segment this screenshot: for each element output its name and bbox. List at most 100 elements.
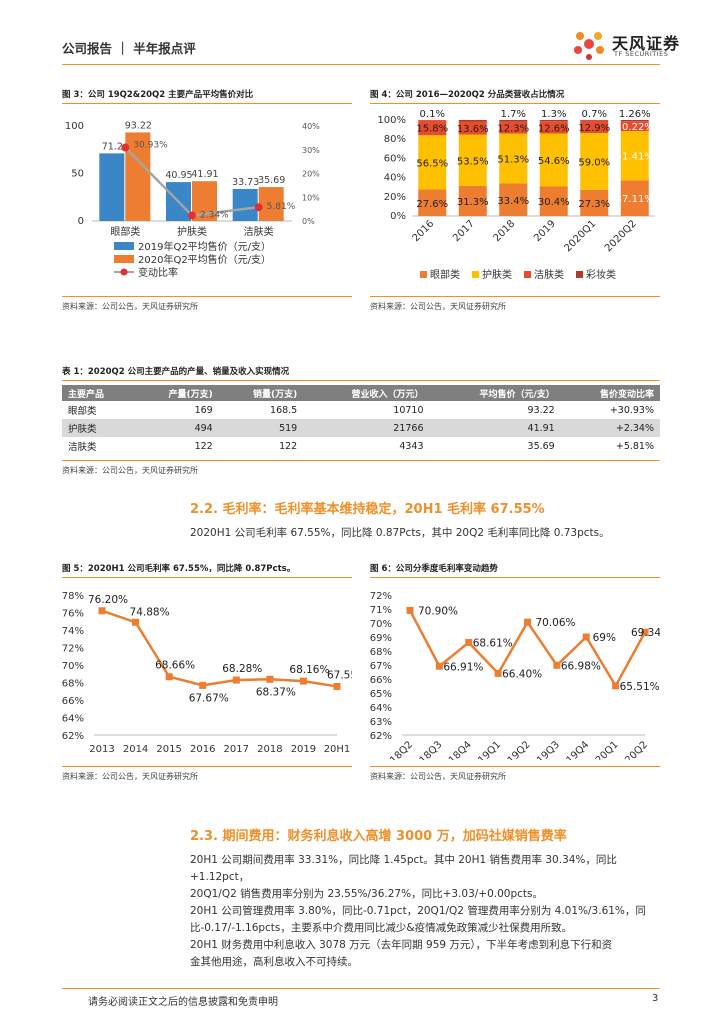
x-tick-label: 18Q3 xyxy=(418,739,445,760)
table-cell: 494 xyxy=(134,419,219,437)
table-header-cell: 营业收入（万元） xyxy=(303,385,430,401)
section-2-3-body: 20H1 公司期间费用率 33.31%，同比降 1.45pct。其中 20H1 … xyxy=(190,852,670,971)
legend-swatch xyxy=(420,271,427,278)
section-2-3-line: 20H1 财务费用中利息收入 3078 万元（去年同期 959 万元），下半年考… xyxy=(190,939,613,951)
stacked-bar-segment xyxy=(458,120,487,122)
fig6-chart: 62% 63% 64% 65% 66% 67% 68% 69% 70% 71% 72% 70.90% 1… xyxy=(370,591,660,760)
legend-label: 洁肤类 xyxy=(534,268,564,281)
table-cell: 护肤类 xyxy=(62,419,135,437)
change-rate-label: 5.81% xyxy=(267,202,296,212)
footer-divider xyxy=(62,988,660,989)
table-cell: 41.91 xyxy=(429,419,561,437)
stacked-bar-segment xyxy=(499,121,528,134)
fig4-source: 资料来源：公司公告，天风证券研究所 xyxy=(370,302,506,311)
segment-label: 30.4% xyxy=(538,197,570,208)
data-marker xyxy=(98,607,106,615)
y-tick-label: 68% xyxy=(370,647,392,658)
segment-label: 56.5% xyxy=(416,158,448,169)
x-tick-label: 眼部类 xyxy=(110,225,140,238)
stacked-bar-segment xyxy=(418,120,447,136)
table-header-cell: 售价变动比率 xyxy=(560,385,660,401)
segment-label: 1.7% xyxy=(501,109,526,120)
legend-label: 变动比率 xyxy=(138,266,178,279)
data-marker xyxy=(641,628,649,636)
x-tick-label: 2020Q2 xyxy=(603,218,639,254)
segment-label: 37.11% xyxy=(616,194,654,205)
stacked-bar-segment xyxy=(499,183,528,216)
stacked-bar-segment xyxy=(580,120,609,134)
change-rate-label: 30.93% xyxy=(133,141,168,151)
y-tick-label: 63% xyxy=(370,717,392,728)
stacked-bar-segment xyxy=(539,121,568,134)
fig3-source: 资料来源：公司公告，天风证券研究所 xyxy=(62,302,198,311)
x-tick-label: 19Q2 xyxy=(506,739,533,760)
segment-label: 0.7% xyxy=(582,109,607,120)
y-tick-label: 60% xyxy=(384,153,406,164)
fig5-top-rule xyxy=(62,577,352,578)
y-tick-label: 62% xyxy=(370,731,392,742)
data-label: 68.28% xyxy=(222,663,262,675)
x-tick-label: 2014 xyxy=(123,744,148,755)
y-tick-label: 100% xyxy=(377,115,406,126)
y-tick-label: 66% xyxy=(370,675,392,686)
section-2-3-line: 20Q1/Q2 销售费用率分别为 23.55%/36.27%，同比+3.03/+… xyxy=(190,888,543,900)
data-label: 68.66% xyxy=(155,660,195,672)
table-cell: +2.34% xyxy=(560,419,660,437)
y-tick-label: 69% xyxy=(370,633,392,644)
bar-value-label: 41.91 xyxy=(191,169,218,180)
table-cell: 168.5 xyxy=(270,404,298,416)
x-tick-label: 2016 xyxy=(190,744,215,755)
y-tick-label: 62% xyxy=(62,731,84,742)
section-2-3-heading: 2.3. 期间费用：财务利息收入高增 3000 万，加码社媒销售费率 xyxy=(190,829,567,844)
y-tick-label: 0% xyxy=(390,211,406,222)
segment-label: 27.6% xyxy=(416,199,448,210)
data-label: 67.55% xyxy=(327,669,352,681)
x-tick-label: 2017 xyxy=(224,744,249,755)
bar xyxy=(232,188,258,221)
legend-swatch xyxy=(472,271,479,278)
segment-label: 0.1% xyxy=(420,109,445,120)
table-header-cell: 销量(万支) xyxy=(218,385,304,401)
logo-subtext: TF SECURITIES xyxy=(614,50,669,58)
data-label: 70.90% xyxy=(418,605,458,617)
y-tick-label: 100 xyxy=(65,121,84,132)
data-label: 74.88% xyxy=(130,606,170,618)
fig4-title: 图 4：公司 2016—2020Q2 分品类营收占比情况 xyxy=(370,90,565,100)
data-label: 76.20% xyxy=(88,594,128,606)
logo-icon xyxy=(574,32,604,60)
stacked-bar-segment xyxy=(620,120,649,122)
x-tick-label: 19Q4 xyxy=(565,739,592,760)
stacked-bar-segment xyxy=(499,120,528,122)
table-cell: 122 xyxy=(279,440,298,452)
y-tick-label: 72% xyxy=(62,644,84,655)
legend-label: 彩妆类 xyxy=(586,268,616,281)
segment-label: 27.3% xyxy=(578,199,610,210)
data-label: 66.91% xyxy=(443,661,483,673)
table-row: 护肤类 494 519 21766 41.91 +2.34% xyxy=(62,419,660,437)
x-tick-label: 洁肤类 xyxy=(244,225,274,238)
y-tick-label: 78% xyxy=(62,591,84,602)
data-marker xyxy=(524,618,531,626)
data-label: 65.51% xyxy=(620,681,660,693)
bar xyxy=(258,187,284,221)
y-tick-label: 76% xyxy=(62,609,84,620)
y-tick-label: 67% xyxy=(370,661,392,672)
bar xyxy=(125,132,151,221)
fig5-title: 图 5：2020H1 公司毛利率 67.55%，同比降 0.87Pcts。 xyxy=(62,564,296,574)
data-marker xyxy=(494,669,502,677)
data-label: 68.16% xyxy=(289,664,329,676)
table1-top-rule xyxy=(62,380,660,381)
x-tick-label: 护肤类 xyxy=(177,225,207,238)
stacked-bar-segment xyxy=(458,121,487,135)
table-header-cell: 平均售价（元/支） xyxy=(429,385,561,401)
y-tick-label: 64% xyxy=(370,703,392,714)
legend-label: 2020年Q2平均售价（元/支） xyxy=(138,253,271,266)
segment-label: 12.3% xyxy=(497,124,529,135)
segment-label: 54.6% xyxy=(538,156,570,167)
stacked-bar-segment xyxy=(580,120,609,121)
segment-label: 59.0% xyxy=(578,157,610,168)
stacked-bar-segment xyxy=(620,180,649,216)
y-tick-label: 71% xyxy=(370,605,392,616)
bar-value-label: 35.69 xyxy=(258,175,285,186)
data-marker xyxy=(299,677,307,685)
